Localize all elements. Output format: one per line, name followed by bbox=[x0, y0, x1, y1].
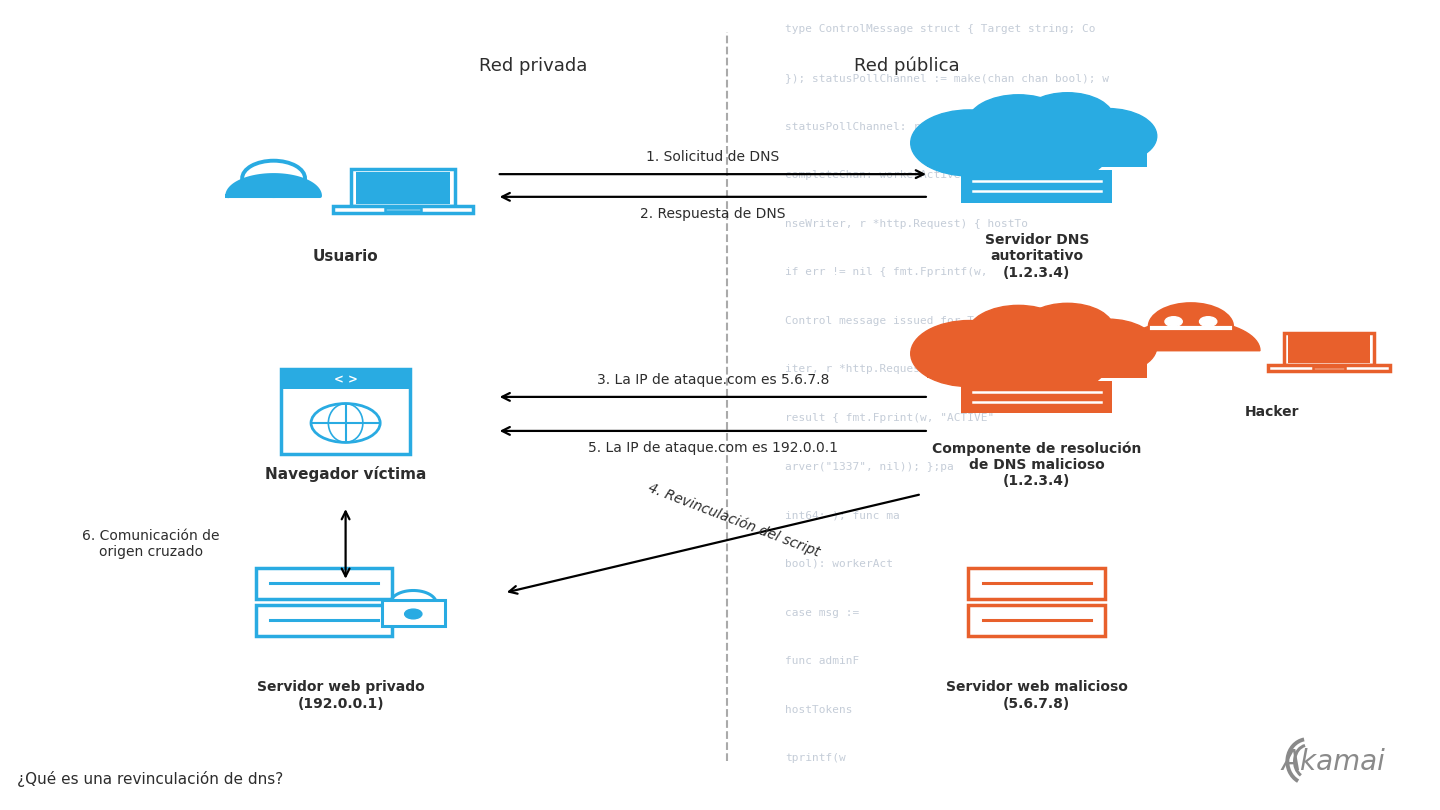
Text: if err != nil { fmt.Fprintf(w,: if err != nil { fmt.Fprintf(w, bbox=[785, 267, 988, 277]
Text: int64: ); func ma: int64: ); func ma bbox=[785, 510, 900, 520]
FancyBboxPatch shape bbox=[962, 170, 1112, 202]
Text: 3. La IP de ataque.com es 5.6.7.8: 3. La IP de ataque.com es 5.6.7.8 bbox=[596, 373, 829, 387]
Circle shape bbox=[1200, 317, 1217, 326]
Circle shape bbox=[910, 110, 1028, 176]
Circle shape bbox=[1021, 303, 1115, 356]
Text: nseWriter, r *http.Request) { hostTo: nseWriter, r *http.Request) { hostTo bbox=[785, 219, 1028, 228]
Circle shape bbox=[1058, 319, 1156, 374]
FancyBboxPatch shape bbox=[1284, 333, 1375, 365]
FancyBboxPatch shape bbox=[968, 568, 1106, 599]
Circle shape bbox=[968, 95, 1070, 152]
Text: }); statusPollChannel := make(chan chan bool); w: }); statusPollChannel := make(chan chan … bbox=[785, 73, 1109, 83]
Circle shape bbox=[1148, 302, 1234, 351]
Circle shape bbox=[968, 305, 1070, 363]
Circle shape bbox=[1015, 338, 1107, 390]
Text: Red privada: Red privada bbox=[478, 57, 588, 75]
Text: bool): workerAct: bool): workerAct bbox=[785, 559, 893, 569]
FancyBboxPatch shape bbox=[281, 369, 410, 454]
Circle shape bbox=[1021, 92, 1115, 145]
Text: tprintf(w: tprintf(w bbox=[785, 753, 845, 763]
Circle shape bbox=[1058, 109, 1156, 164]
FancyBboxPatch shape bbox=[382, 600, 445, 626]
FancyBboxPatch shape bbox=[256, 568, 392, 599]
FancyBboxPatch shape bbox=[927, 139, 1148, 167]
FancyBboxPatch shape bbox=[968, 605, 1106, 636]
Text: statusPollChannel: respChan <- workerActive; case: statusPollChannel: respChan <- workerAct… bbox=[785, 122, 1116, 131]
Polygon shape bbox=[228, 175, 320, 196]
Circle shape bbox=[966, 127, 1058, 180]
Text: 1. Solicitud de DNS: 1. Solicitud de DNS bbox=[647, 151, 779, 164]
Text: case msg :=: case msg := bbox=[785, 608, 860, 617]
Text: arver("1337", nil)); };pa: arver("1337", nil)); };pa bbox=[785, 462, 953, 471]
FancyBboxPatch shape bbox=[0, 0, 727, 810]
Text: Servidor DNS
autoritativo
(1.2.3.4): Servidor DNS autoritativo (1.2.3.4) bbox=[985, 233, 1089, 279]
Circle shape bbox=[405, 609, 422, 619]
FancyBboxPatch shape bbox=[351, 169, 455, 207]
FancyBboxPatch shape bbox=[927, 350, 1148, 377]
Text: 4. Revinculación del script: 4. Revinculación del script bbox=[647, 480, 822, 560]
Circle shape bbox=[910, 321, 1028, 386]
FancyBboxPatch shape bbox=[281, 369, 410, 390]
Text: Servidor web privado
(192.0.0.1): Servidor web privado (192.0.0.1) bbox=[258, 680, 425, 710]
Text: < >: < > bbox=[334, 373, 357, 386]
Text: func adminF: func adminF bbox=[785, 656, 860, 666]
Text: Control message issued for Ta: Control message issued for Ta bbox=[785, 316, 981, 326]
Text: Usuario: Usuario bbox=[312, 249, 379, 265]
FancyBboxPatch shape bbox=[1287, 335, 1371, 363]
Text: Componente de resolución
de DNS malicioso
(1.2.3.4): Componente de resolución de DNS malicios… bbox=[932, 441, 1142, 488]
FancyBboxPatch shape bbox=[1313, 367, 1345, 369]
Text: 6. Comunicación de
origen cruzado: 6. Comunicación de origen cruzado bbox=[82, 529, 220, 560]
Text: Hacker: Hacker bbox=[1244, 405, 1299, 419]
Polygon shape bbox=[1122, 320, 1260, 351]
Text: 5. La IP de ataque.com es 192.0.0.1: 5. La IP de ataque.com es 192.0.0.1 bbox=[588, 441, 838, 454]
Text: 2. Respuesta de DNS: 2. Respuesta de DNS bbox=[639, 207, 786, 220]
FancyBboxPatch shape bbox=[962, 381, 1112, 413]
Text: iter, r *http.Request) { reqChan: iter, r *http.Request) { reqChan bbox=[785, 364, 1001, 374]
Text: Servidor web malicioso
(5.6.7.8): Servidor web malicioso (5.6.7.8) bbox=[946, 680, 1128, 710]
FancyBboxPatch shape bbox=[256, 605, 392, 636]
Text: ¿Qué es una revinculación de dns?: ¿Qué es una revinculación de dns? bbox=[17, 771, 284, 787]
FancyBboxPatch shape bbox=[1267, 365, 1391, 372]
Text: result { fmt.Fprint(w, "ACTIVE": result { fmt.Fprint(w, "ACTIVE" bbox=[785, 413, 994, 423]
Text: hostTokens: hostTokens bbox=[785, 705, 852, 714]
Text: Akamai: Akamai bbox=[1282, 748, 1385, 776]
Circle shape bbox=[966, 338, 1058, 390]
Text: completeChan: workerActive = status;: completeChan: workerActive = status; bbox=[785, 170, 1028, 180]
Text: Navegador víctima: Navegador víctima bbox=[265, 466, 426, 482]
FancyBboxPatch shape bbox=[356, 173, 451, 203]
FancyBboxPatch shape bbox=[384, 208, 422, 211]
FancyBboxPatch shape bbox=[333, 207, 474, 213]
Circle shape bbox=[1165, 317, 1182, 326]
Circle shape bbox=[1015, 127, 1107, 180]
Text: type ControlMessage struct { Target string; Co: type ControlMessage struct { Target stri… bbox=[785, 24, 1096, 34]
Text: Red pública: Red pública bbox=[854, 57, 960, 75]
